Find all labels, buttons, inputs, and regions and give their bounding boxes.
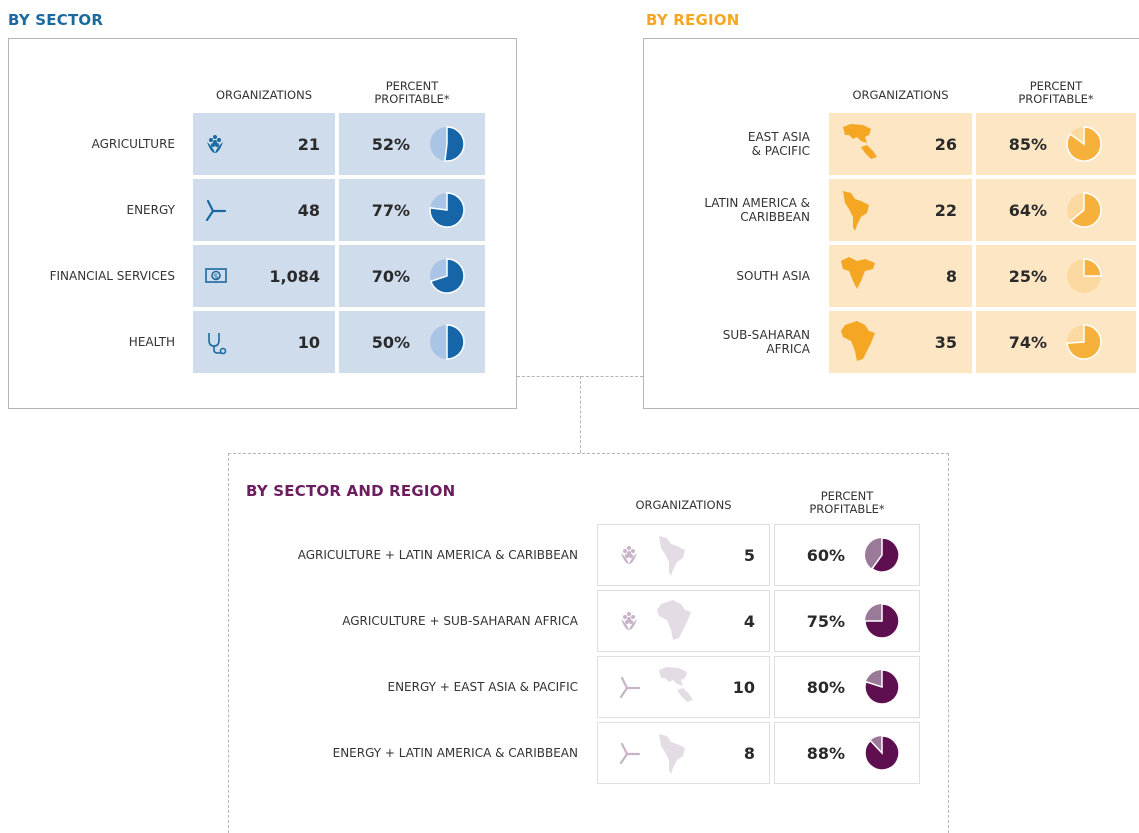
organizations: 5: [743, 545, 755, 565]
sector-icon: $: [205, 268, 227, 283]
pie-slice: [1069, 192, 1102, 228]
row-label: EAST ASIA & PACIFIC: [747, 130, 810, 158]
pie: [864, 603, 900, 639]
row-label: AGRICULTURE + SUB-SAHARAN AFRICA: [342, 614, 578, 628]
cell: [829, 113, 972, 175]
connector: [580, 376, 581, 453]
row-label: AGRICULTURE: [91, 137, 175, 151]
organizations: 8: [945, 266, 957, 286]
cell: [976, 245, 1136, 307]
organizations: 8: [743, 743, 755, 763]
row-label: ENERGY + LATIN AMERICA & CARIBBEAN: [332, 746, 578, 760]
region-panel: [643, 38, 1139, 409]
pie: [865, 537, 900, 573]
percent: 88%: [806, 743, 845, 763]
organizations: 10: [297, 332, 320, 352]
region-map: [843, 124, 877, 159]
pie-slice: [446, 324, 465, 360]
row-label: ENERGY: [126, 203, 175, 217]
pie: [429, 192, 465, 228]
percent: 25%: [1008, 266, 1047, 286]
pie-slice: [864, 603, 900, 639]
pie: [430, 324, 465, 360]
pie: [1067, 192, 1102, 228]
region-map: [657, 600, 691, 640]
organizations: 48: [297, 200, 320, 220]
pie-slice: [429, 192, 465, 228]
sector-icon: [205, 199, 227, 222]
pie: [864, 735, 900, 771]
combined-panel: [228, 453, 949, 833]
region-map: [659, 734, 685, 774]
cell: [976, 113, 1136, 175]
percent: 80%: [806, 677, 845, 697]
organizations: 21: [297, 134, 320, 154]
cell: [597, 656, 770, 718]
cell: [193, 311, 335, 373]
sector-panel: [8, 38, 517, 409]
region-map: [659, 536, 685, 576]
row-label: SOUTH ASIA: [736, 269, 810, 283]
pie: [1066, 324, 1102, 360]
percent: 85%: [1008, 134, 1047, 154]
sector-icon: [207, 135, 223, 153]
pie-slice: [1066, 126, 1102, 162]
region-map: [841, 257, 875, 289]
pie-slice: [1083, 258, 1102, 277]
organizations: 26: [934, 134, 957, 154]
percent: 60%: [806, 545, 845, 565]
column-header: PERCENT PROFITABLE*: [1018, 79, 1094, 106]
sector-icon: [621, 546, 637, 564]
pie-slice: [444, 126, 465, 162]
sector-icon: [619, 742, 641, 765]
pie: [429, 258, 465, 294]
row-label: HEALTH: [128, 335, 175, 349]
row-label: FINANCIAL SERVICES: [49, 269, 175, 283]
section-title: BY SECTOR: [8, 11, 104, 29]
row-label: SUB-SAHARAN AFRICA: [722, 328, 810, 356]
column-header: ORGANIZATIONS: [852, 88, 949, 102]
percent: 52%: [371, 134, 410, 154]
region-map: [843, 191, 869, 231]
cell: [976, 311, 1136, 373]
organizations: 35: [934, 332, 957, 352]
svg-text:$: $: [213, 272, 218, 281]
region-map: [841, 321, 875, 361]
sector-icon: [619, 676, 641, 699]
pie: [430, 126, 465, 162]
percent: 74%: [1008, 332, 1047, 352]
column-header: PERCENT PROFITABLE*: [374, 79, 450, 106]
column-header: ORGANIZATIONS: [635, 498, 732, 512]
cell: [193, 245, 335, 307]
sector-icon: [208, 333, 227, 355]
percent: 64%: [1008, 200, 1047, 220]
organizations: 22: [934, 200, 957, 220]
pie-slice: [429, 258, 465, 294]
cell: [976, 179, 1136, 241]
percent: 75%: [806, 611, 845, 631]
pie: [1067, 258, 1102, 293]
region-map: [659, 667, 693, 702]
pie: [864, 669, 900, 705]
section-title: BY SECTOR AND REGION: [246, 482, 456, 500]
pie-slice: [1066, 324, 1102, 360]
sector-icon: [621, 612, 637, 630]
section-title: BY REGION: [646, 11, 740, 29]
organizations: 10: [732, 677, 755, 697]
column-header: PERCENT PROFITABLE*: [809, 489, 885, 516]
column-header: ORGANIZATIONS: [215, 88, 313, 102]
row-label: LATIN AMERICA & CARIBBEAN: [704, 196, 810, 224]
percent: 50%: [371, 332, 410, 352]
pie: [1066, 126, 1102, 162]
pie-slice: [864, 669, 900, 705]
pie-slice: [870, 537, 900, 573]
row-label: AGRICULTURE + LATIN AMERICA & CARIBBEAN: [297, 548, 578, 562]
pie-slice: [864, 735, 900, 771]
organizations: 4: [743, 611, 755, 631]
row-label: ENERGY + EAST ASIA & PACIFIC: [387, 680, 578, 694]
percent: 77%: [371, 200, 410, 220]
percent: 70%: [371, 266, 410, 286]
organizations: 1,084: [269, 266, 320, 286]
